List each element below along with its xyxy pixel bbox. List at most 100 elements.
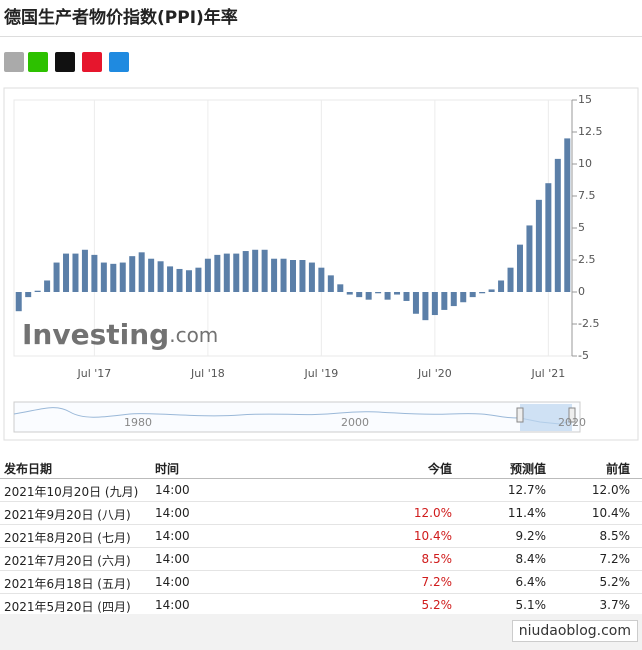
column-header: 预测值 — [509, 462, 546, 476]
bar — [488, 289, 495, 292]
bar — [271, 258, 278, 292]
bar — [441, 292, 448, 310]
bar — [53, 262, 60, 292]
bar — [176, 268, 183, 292]
bar — [516, 244, 523, 292]
bar — [469, 292, 476, 298]
cell-time: 14:00 — [155, 506, 190, 520]
bar — [223, 253, 230, 292]
bar — [498, 280, 505, 292]
bar — [365, 292, 372, 300]
watermark-main: Investing — [22, 318, 169, 351]
cell-forecast: 8.4% — [515, 552, 547, 566]
cell-actual: 10.4% — [413, 529, 452, 543]
cell-actual: 12.0% — [413, 506, 452, 520]
bar — [460, 292, 467, 303]
bar — [375, 292, 382, 294]
page-title: 德国生产者物价指数(PPI)年率 — [4, 8, 238, 28]
table-row: 2021年10月20日 (九月) 14:00 12.7% 12.0% — [0, 479, 642, 502]
footer: niudaoblog.com — [0, 614, 642, 650]
bar — [81, 249, 88, 292]
x-tick-label: Jul '20 — [417, 367, 452, 380]
x-tick-label: Jul '19 — [303, 367, 338, 380]
bar — [318, 267, 325, 292]
bar — [412, 292, 419, 314]
bar — [280, 258, 287, 292]
bar — [148, 258, 155, 292]
cell-forecast: 5.1% — [515, 598, 547, 612]
cell-actual: 8.5% — [421, 552, 453, 566]
cell-date: 2021年10月20日 (九月) — [4, 485, 139, 499]
bar — [535, 199, 542, 292]
bar — [308, 262, 315, 292]
column-header: 发布日期 — [4, 462, 53, 476]
bar — [100, 262, 107, 292]
site-watermark: niudaoblog.com — [511, 620, 638, 642]
cell-date: 2021年5月20日 (四月) — [4, 600, 131, 614]
table-row: 2021年9月20日 (八月) 14:00 12.0% 11.4% 10.4% — [0, 502, 642, 525]
navigator[interactable] — [13, 401, 581, 433]
bar — [25, 292, 32, 298]
cell-date: 2021年8月20日 (七月) — [4, 531, 131, 545]
navigator-label: 2020 — [558, 416, 586, 429]
y-tick-label: 7.5 — [578, 189, 596, 202]
navigator-label: 2000 — [341, 416, 369, 429]
cell-time: 14:00 — [155, 598, 190, 612]
bar — [394, 292, 401, 295]
bar — [34, 290, 41, 292]
share-weibo[interactable] — [82, 52, 102, 72]
cell-time: 14:00 — [155, 552, 190, 566]
cell-date: 2021年9月20日 (八月) — [4, 508, 131, 522]
separator — [0, 36, 642, 37]
cell-actual: 5.2% — [421, 598, 453, 612]
bar — [290, 260, 296, 292]
cell-previous: 12.0% — [591, 483, 630, 497]
y-tick-label: 0 — [578, 285, 585, 298]
bar — [44, 280, 51, 292]
share-qzone[interactable] — [109, 52, 129, 72]
bar — [167, 266, 174, 292]
cell-previous: 3.7% — [599, 598, 631, 612]
y-tick-label: 15 — [578, 93, 592, 106]
bar — [403, 292, 410, 301]
bar — [261, 249, 268, 292]
bar — [299, 260, 306, 292]
bar — [337, 284, 344, 292]
x-tick-label: Jul '17 — [76, 367, 111, 380]
table-row: 2021年6月18日 (五月) 14:00 7.2% 6.4% 5.2% — [0, 571, 642, 594]
table-row: 2021年8月20日 (七月) 14:00 10.4% 9.2% 8.5% — [0, 525, 642, 548]
column-header: 前值 — [605, 462, 630, 476]
chart-frame — [3, 87, 639, 441]
cell-time: 14:00 — [155, 529, 190, 543]
share-wechat[interactable] — [28, 52, 48, 72]
bar — [195, 267, 202, 292]
cell-forecast: 12.7% — [507, 483, 546, 497]
column-header: 时间 — [155, 462, 180, 476]
bar — [356, 292, 363, 298]
bar — [384, 292, 391, 300]
navigator-handle[interactable] — [516, 407, 524, 423]
bar — [63, 253, 70, 292]
bar — [327, 275, 334, 292]
bar — [72, 253, 79, 292]
cell-date: 2021年7月20日 (六月) — [4, 554, 131, 568]
bar — [526, 225, 533, 292]
cell-actual: 7.2% — [421, 575, 453, 589]
cell-forecast: 9.2% — [515, 529, 547, 543]
bar — [346, 292, 353, 295]
navigator-handle[interactable] — [568, 407, 576, 423]
bar — [157, 261, 164, 292]
x-tick-label: Jul '18 — [190, 367, 225, 380]
cell-previous: 8.5% — [599, 529, 631, 543]
y-tick-label: -2.5 — [578, 317, 599, 330]
x-tick-label: Jul '21 — [530, 367, 565, 380]
y-tick-label: 5 — [578, 221, 585, 234]
cell-time: 14:00 — [155, 575, 190, 589]
bar — [507, 267, 514, 292]
share-qq[interactable] — [55, 52, 75, 72]
bar — [110, 263, 117, 292]
share-email[interactable] — [4, 52, 24, 72]
navigator-selection[interactable] — [520, 404, 572, 431]
bar — [129, 256, 136, 292]
